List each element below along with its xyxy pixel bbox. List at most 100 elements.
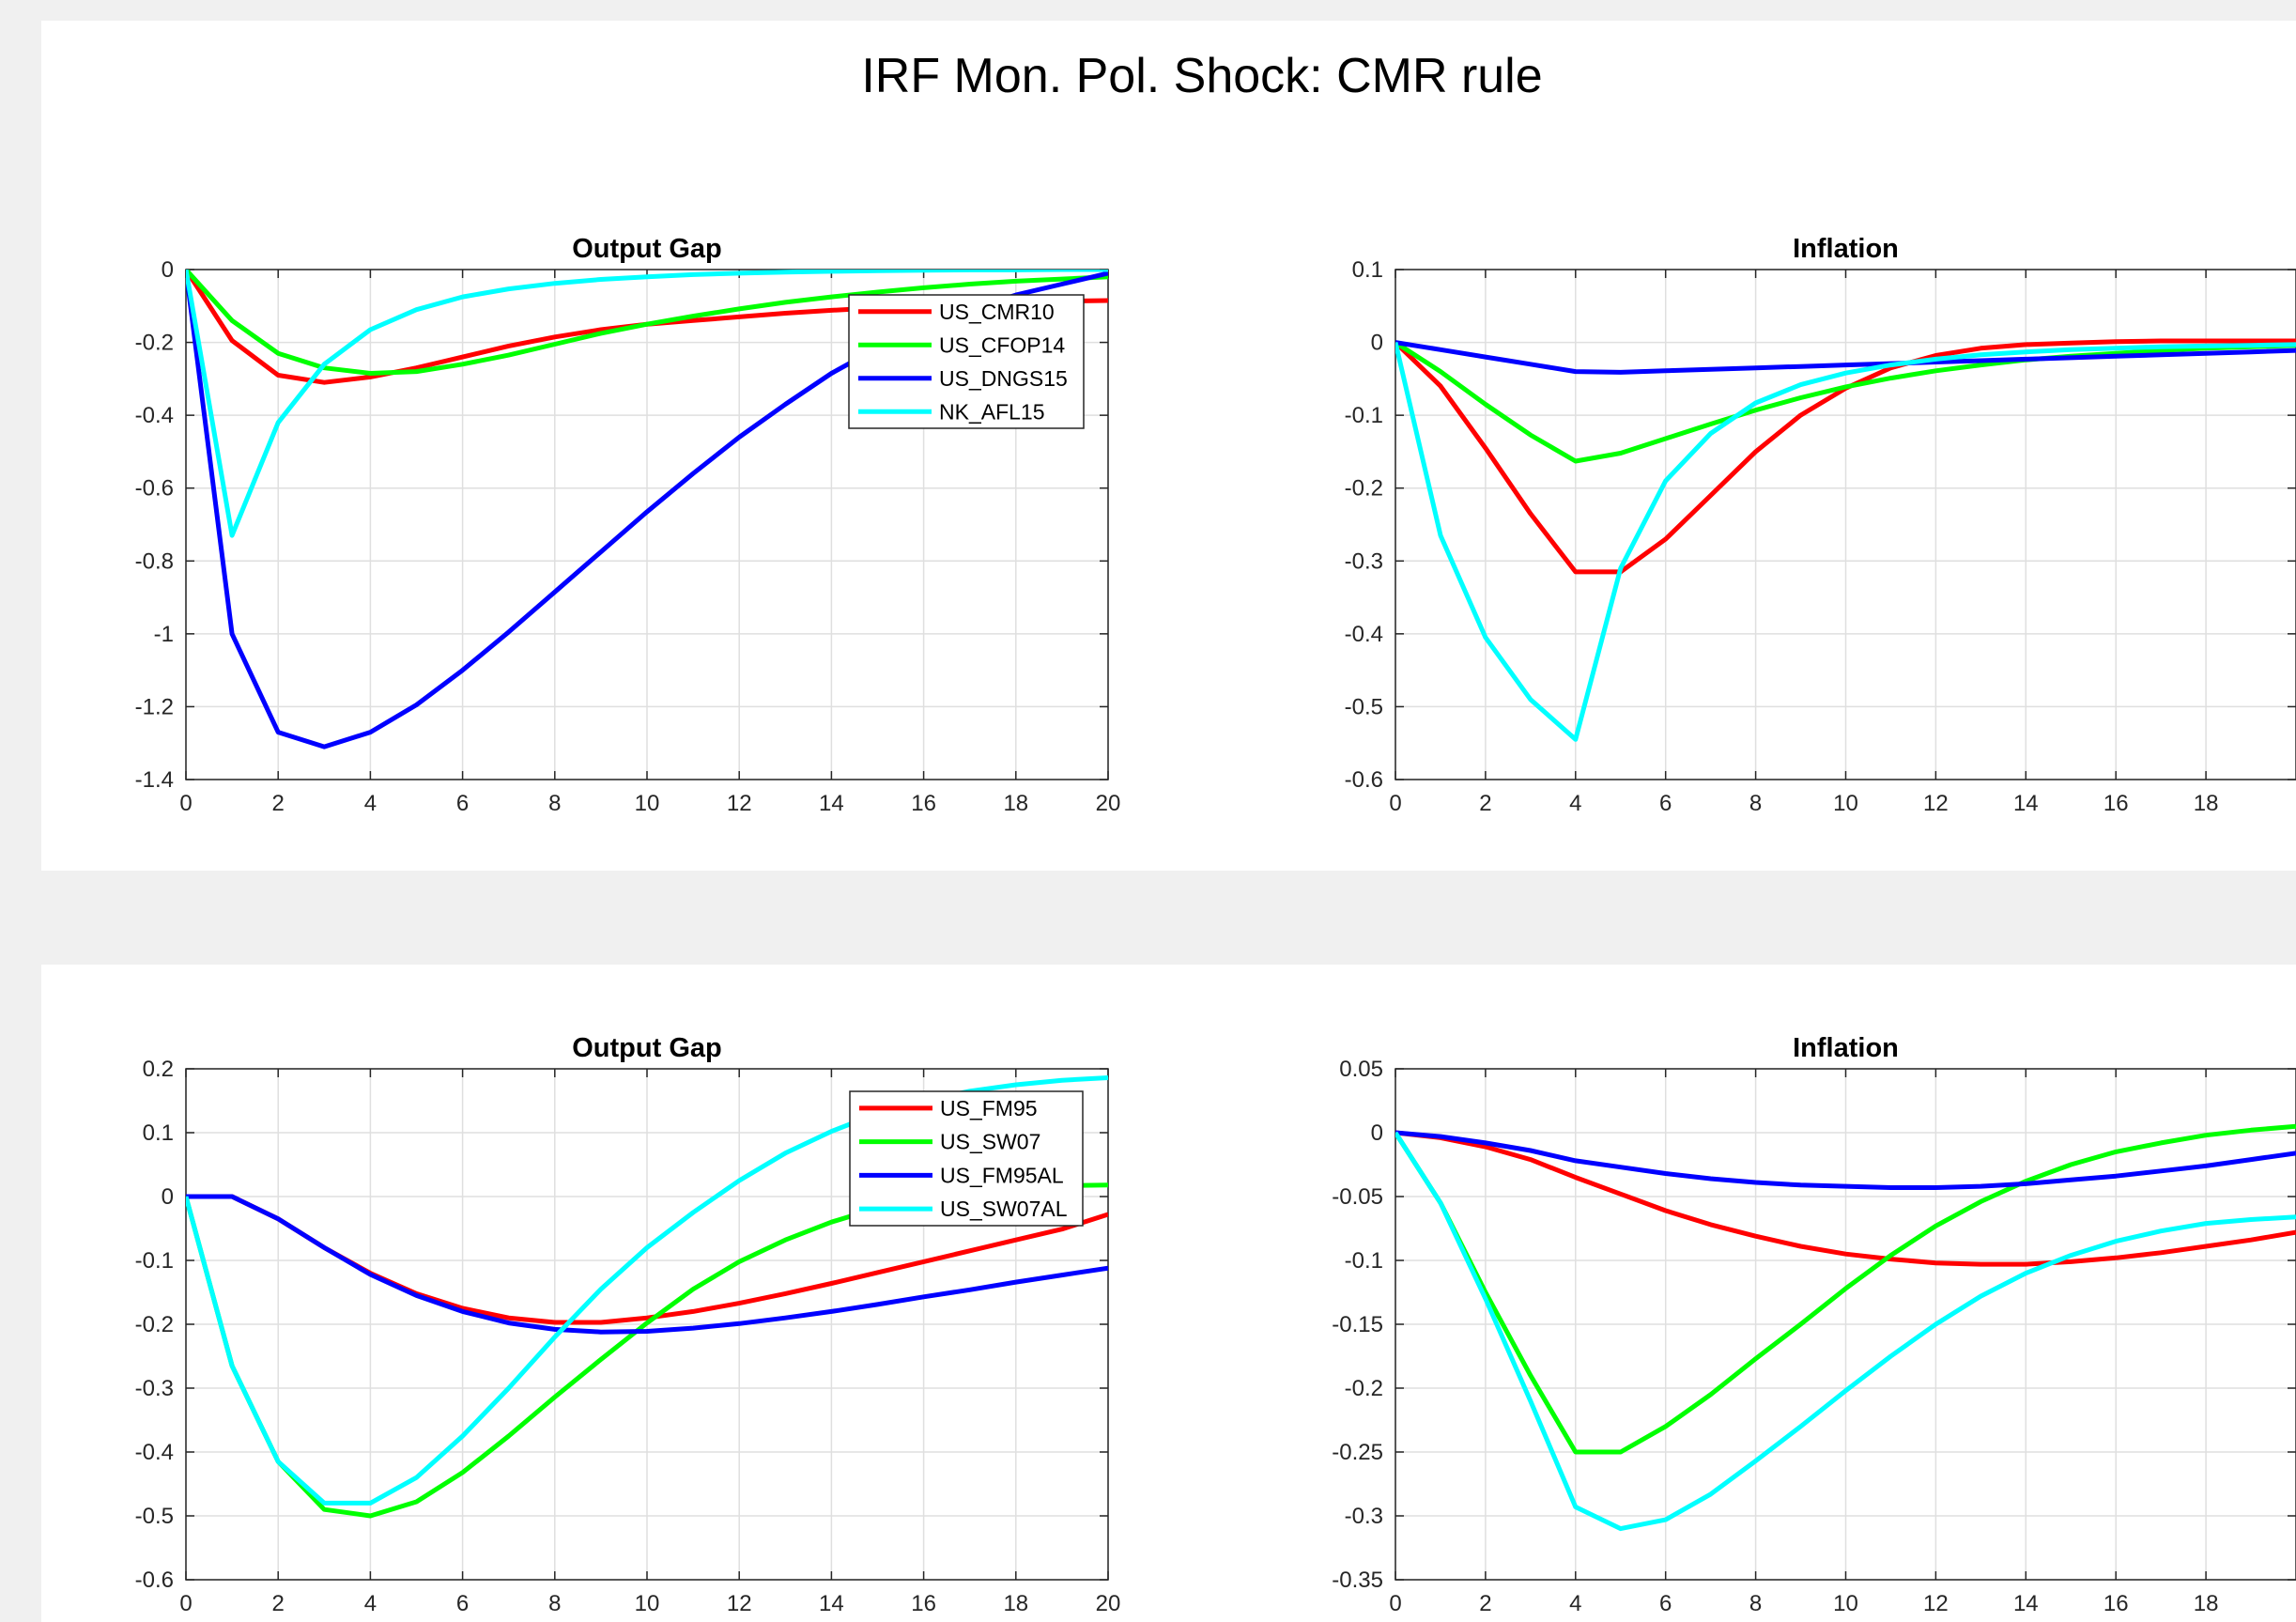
x-tick-label: 0 (179, 791, 192, 816)
y-tick-label: 0 (162, 1184, 174, 1210)
chart-1: 0 2 4 6 8 10 12 14 16 18 20 -1.4 -1.2 -1 -0.8 -0.6 -0.4 -… (135, 234, 1121, 816)
y-tick-label: -0.15 (1332, 1312, 1383, 1337)
x-tick-label: 0 (1389, 791, 1401, 816)
x-tick-label: 12 (727, 791, 752, 816)
axes-title: Output Gap (572, 1033, 721, 1063)
series-line-us_fm95al (186, 1194, 1108, 1335)
y-tick-label: -0.6 (135, 1568, 174, 1593)
series-line-us_cfop14 (186, 270, 1108, 376)
y-tick-label: 0.1 (1352, 257, 1383, 283)
x-tick-label: 10 (1833, 791, 1858, 816)
x-tick-label: 4 (364, 791, 377, 816)
x-tick-label: 16 (911, 791, 936, 816)
y-tick-label: -0.05 (1332, 1184, 1383, 1210)
chart-4: 0 2 4 6 8 10 12 14 16 18 -0.35 -0.3 -0.25 -0.2 -0.15 -0… (1332, 1033, 2296, 1616)
x-tick-label: 8 (548, 1591, 561, 1616)
series-line-us_sw07 (1395, 1123, 2296, 1455)
x-tick-label: 4 (1569, 1591, 1581, 1616)
x-tick-label: 18 (1003, 1591, 1028, 1616)
x-tick-label: 14 (819, 1591, 844, 1616)
x-tick-label: 8 (1749, 791, 1762, 816)
x-tick-label: 2 (1479, 791, 1491, 816)
figure-title: IRF Mon. Pol. Shock: CMR rule (861, 49, 1542, 103)
legend-box (848, 294, 1085, 429)
x-tick-label: 20 (1096, 1591, 1121, 1616)
y-tick-label: -0.2 (135, 1312, 174, 1337)
y-tick-label: 0 (162, 257, 174, 283)
legend-box (849, 1090, 1084, 1227)
series-line-nk_afl15 (1395, 342, 2296, 742)
series-line-us_cfop14 (1395, 340, 2296, 464)
series-line-us_dngs15 (1395, 340, 2296, 375)
axes-title: Output Gap (572, 234, 721, 264)
y-tick-label: 0.05 (1339, 1057, 1383, 1082)
x-tick-label: 8 (548, 791, 561, 816)
series-line-nk_afl15 (186, 270, 1108, 538)
y-tick-label: -0.2 (1345, 1376, 1383, 1401)
x-tick-label: 0 (179, 1591, 192, 1616)
legend-label: US_SW07AL (940, 1197, 1068, 1221)
y-tick-label: -0.4 (135, 1440, 174, 1465)
x-tick-label: 18 (1003, 791, 1028, 816)
x-tick-label: 0 (1389, 1591, 1401, 1616)
y-tick-label: -0.25 (1332, 1440, 1383, 1465)
y-tick-label: -0.1 (135, 1248, 174, 1274)
series-line-us_fm95al (1395, 1130, 2296, 1190)
legend: US_FM95 US_SW07 US_FM95AL US_SW07AL (849, 1090, 1084, 1227)
y-tick-label: -1.4 (135, 767, 174, 793)
y-tick-label: 0.2 (143, 1057, 174, 1082)
y-tick-label: -0.8 (135, 548, 174, 574)
y-tick-label: -0.2 (1345, 476, 1383, 502)
x-tick-label: 6 (456, 1591, 469, 1616)
x-tick-label: 8 (1749, 1591, 1762, 1616)
y-tick-label: -0.35 (1332, 1568, 1383, 1593)
chart-3: 0 2 4 6 8 10 12 14 16 18 20 -0.6 -0.5 -0.4 -0.3 -0.2 -0.… (135, 1033, 1121, 1616)
y-tick-label: -0.1 (1345, 403, 1383, 428)
y-tick-label: 0 (1371, 331, 1383, 356)
axes-title: Inflation (1793, 1033, 1899, 1063)
x-tick-label: 14 (2013, 1591, 2039, 1616)
y-tick-label: -0.5 (135, 1504, 174, 1529)
x-tick-label: 4 (364, 1591, 377, 1616)
y-tick-label: -0.4 (135, 403, 174, 428)
x-tick-label: 16 (2103, 791, 2129, 816)
y-tick-label: -0.1 (1345, 1248, 1383, 1274)
y-tick-label: -0.3 (135, 1376, 174, 1401)
series-line-us_fm95 (1395, 1130, 2296, 1267)
x-tick-label: 12 (1923, 791, 1949, 816)
axes-title: Inflation (1793, 234, 1899, 264)
x-tick-label: 2 (272, 1591, 285, 1616)
x-tick-label: 12 (727, 1591, 752, 1616)
y-tick-label: -1 (154, 622, 174, 647)
y-tick-label: -0.4 (1345, 622, 1383, 647)
x-tick-label: 6 (456, 791, 469, 816)
legend-label: US_DNGS15 (939, 366, 1068, 391)
charts-container: 0 2 4 6 8 10 12 14 16 18 20-1.4-1.2-1-0.8-0.6-0.4-… (135, 234, 2296, 1616)
y-tick-label: -0.6 (135, 476, 174, 502)
legend-label: US_FM95AL (940, 1163, 1064, 1187)
y-tick-label: -0.2 (135, 331, 174, 356)
x-tick-label: 18 (2194, 791, 2219, 816)
legend-label: US_CFOP14 (939, 332, 1065, 357)
y-tick-label: -0.5 (1345, 694, 1383, 719)
legend: US_CMR10 US_CFOP14 US_DNGS15 NK_AFL15 (848, 294, 1085, 429)
x-tick-label: 2 (272, 791, 285, 816)
x-tick-label: 6 (1659, 791, 1672, 816)
legend-label: NK_AFL15 (939, 399, 1045, 424)
x-tick-label: 10 (635, 1591, 660, 1616)
legend-label: US_SW07 (940, 1130, 1040, 1154)
x-tick-label: 20 (1096, 791, 1121, 816)
x-tick-label: 12 (1923, 1591, 1949, 1616)
x-tick-label: 10 (1833, 1591, 1858, 1616)
x-tick-label: 14 (2013, 791, 2039, 816)
y-tick-label: -1.2 (135, 694, 174, 719)
x-tick-label: 16 (911, 1591, 936, 1616)
x-tick-label: 4 (1569, 791, 1581, 816)
y-tick-label: 0 (1371, 1120, 1383, 1146)
y-tick-label: 0.1 (143, 1120, 174, 1146)
legend-label: US_CMR10 (939, 300, 1055, 324)
y-tick-label: -0.3 (1345, 548, 1383, 574)
y-tick-label: -0.6 (1345, 767, 1383, 793)
x-tick-label: 16 (2103, 1591, 2129, 1616)
series-line-us_sw07al (1395, 1131, 2296, 1532)
